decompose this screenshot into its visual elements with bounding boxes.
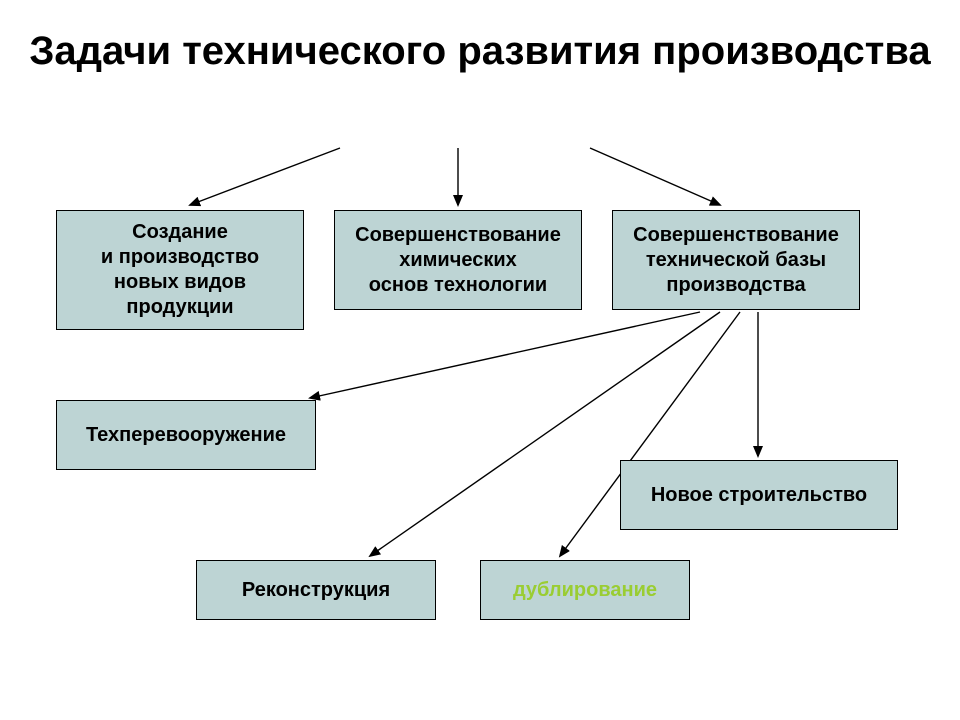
edge [590,148,720,205]
node-n5: Новое строительство [620,460,898,530]
node-label: Техперевооружение [86,423,286,448]
node-label: Новое строительство [651,483,867,508]
node-label: Созданиеи производствоновых видовпродукц… [101,220,259,320]
node-n1: Созданиеи производствоновых видовпродукц… [56,210,304,330]
diagram-stage: { "title": { "text": "Задачи техническог… [0,0,960,720]
edge [310,312,700,398]
diagram-title: Задачи технического развития производств… [0,28,960,74]
node-label: дублирование [513,578,657,603]
node-label: Совершенствованиехимическихоснов техноло… [355,223,561,298]
node-label: Совершенствованиетехнической базыпроизво… [633,223,839,298]
node-n6: Реконструкция [196,560,436,620]
node-label: Реконструкция [242,578,390,603]
node-n4: Техперевооружение [56,400,316,470]
edge [190,148,340,205]
node-n7: дублирование [480,560,690,620]
node-n3: Совершенствованиетехнической базыпроизво… [612,210,860,310]
node-n2: Совершенствованиехимическихоснов техноло… [334,210,582,310]
